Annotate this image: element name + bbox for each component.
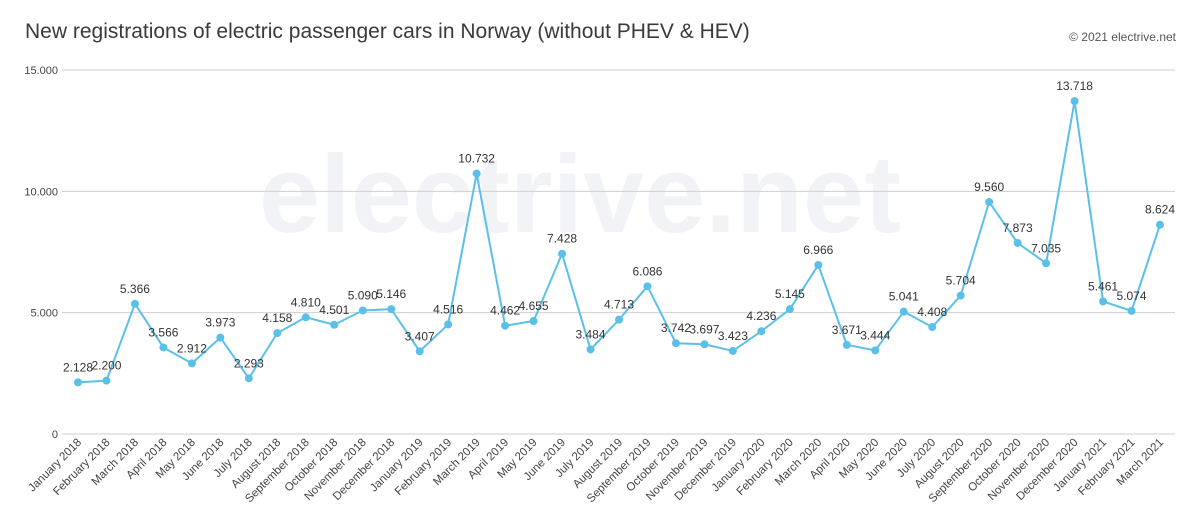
data-point (387, 305, 396, 314)
data-label: 5.074 (1117, 289, 1147, 303)
data-point (444, 320, 453, 329)
data-label: 3.973 (205, 316, 235, 330)
data-point (643, 282, 652, 291)
grid-layer (62, 69, 1175, 435)
data-point (1042, 259, 1051, 268)
data-label: 5.366 (120, 282, 150, 296)
y-tick-label: 5.000 (30, 308, 58, 320)
data-point (529, 317, 538, 326)
data-point (728, 346, 737, 355)
data-label: 4.655 (519, 299, 549, 313)
data-label: 10.732 (458, 152, 495, 166)
data-point (785, 305, 794, 314)
data-point (814, 260, 823, 269)
data-point (216, 333, 225, 342)
y-tick-label: 15.000 (24, 65, 58, 77)
data-point (1099, 297, 1108, 306)
data-label: 3.407 (405, 329, 435, 343)
data-label: 3.671 (832, 323, 862, 337)
data-point (615, 315, 623, 324)
data-label: 7.428 (547, 232, 577, 246)
data-points (74, 97, 1164, 387)
data-label: 6.086 (632, 264, 662, 278)
data-label: 7.035 (1031, 241, 1061, 255)
data-point (273, 329, 282, 338)
data-label: 4.501 (319, 303, 349, 317)
data-point (330, 320, 339, 329)
data-label: 3.566 (148, 325, 178, 339)
data-point (187, 359, 196, 368)
data-label: 2.293 (234, 356, 264, 370)
data-point (956, 291, 965, 300)
data-point (700, 340, 709, 349)
data-point (757, 327, 766, 336)
data-label: 7.873 (1003, 221, 1033, 235)
y-tick-label: 0 (52, 429, 58, 441)
chart-title: New registrations of electric passenger … (25, 20, 750, 43)
data-label: 4.158 (262, 311, 292, 325)
data-label: 4.408 (917, 305, 947, 319)
data-point (1013, 238, 1022, 247)
data-point (671, 339, 680, 348)
data-point (1070, 97, 1079, 106)
data-label: 5.704 (946, 274, 976, 288)
data-point (74, 378, 82, 387)
data-point (985, 198, 994, 207)
data-point (928, 323, 937, 332)
data-label: 6.966 (803, 243, 833, 257)
data-label: 2.912 (177, 341, 207, 355)
data-label: 5.146 (376, 287, 406, 301)
data-label: 4.462 (490, 304, 520, 318)
data-point (301, 313, 310, 322)
data-point (472, 169, 481, 178)
data-point (1156, 220, 1164, 229)
watermark: electrive.net (259, 133, 901, 256)
data-point (130, 299, 139, 308)
data-point (358, 306, 367, 315)
data-point (159, 343, 168, 352)
data-point (1127, 306, 1136, 315)
data-label: 9.560 (974, 180, 1004, 194)
y-axis-ticks: 0 5.000 10.000 15.000 (24, 65, 58, 441)
data-point (501, 321, 510, 330)
data-label: 5.090 (348, 288, 378, 302)
data-label: 4.516 (433, 302, 463, 316)
data-label: 4.810 (291, 295, 321, 309)
data-point (586, 345, 595, 354)
copyright-credit: © 2021 electrive.net (1069, 30, 1176, 44)
data-label: 3.484 (576, 327, 606, 341)
data-point (842, 340, 851, 349)
data-label: 13.718 (1056, 79, 1093, 93)
data-label: 3.444 (860, 328, 890, 342)
data-label: 5.461 (1088, 279, 1118, 293)
data-point (899, 307, 908, 316)
data-label: 4.713 (604, 298, 634, 312)
data-point (415, 347, 424, 356)
data-label: 8.624 (1145, 203, 1175, 217)
data-label: 3.742 (661, 321, 691, 335)
data-label: 4.236 (746, 309, 776, 323)
data-label: 2.128 (63, 360, 93, 374)
data-label: 3.697 (689, 322, 719, 336)
data-label: 2.200 (91, 359, 121, 373)
data-point (102, 376, 111, 385)
data-label: 5.145 (775, 287, 805, 301)
data-label: 3.423 (718, 329, 748, 343)
data-point (244, 374, 253, 383)
y-tick-label: 10.000 (24, 186, 58, 198)
data-label: 5.041 (889, 290, 919, 304)
data-point (558, 249, 567, 258)
data-point (871, 346, 880, 355)
